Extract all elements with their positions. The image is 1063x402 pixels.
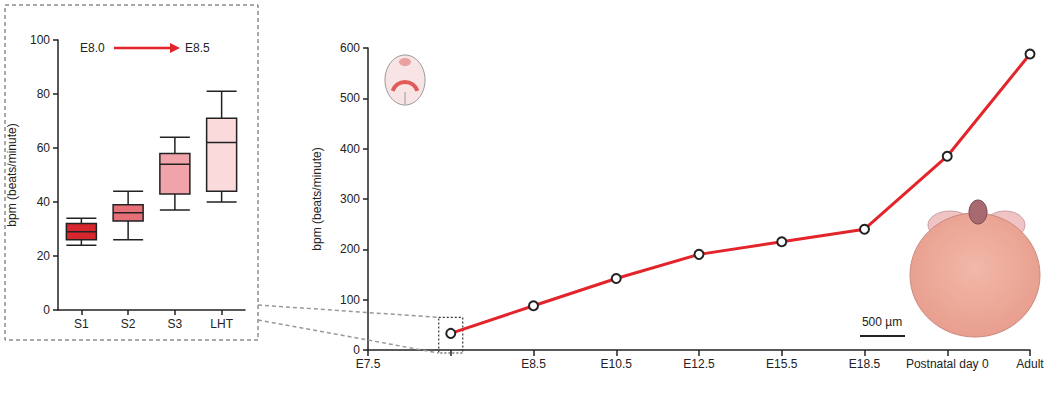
svg-text:500: 500 bbox=[340, 91, 360, 105]
svg-text:bpm (beats/minute): bpm (beats/minute) bbox=[310, 147, 324, 250]
svg-text:bpm (beats/minute): bpm (beats/minute) bbox=[5, 123, 19, 226]
svg-text:S1: S1 bbox=[74, 317, 89, 331]
svg-text:0: 0 bbox=[43, 303, 50, 317]
svg-text:60: 60 bbox=[37, 141, 51, 155]
svg-text:Postnatal day 0: Postnatal day 0 bbox=[906, 357, 989, 371]
svg-text:200: 200 bbox=[340, 242, 360, 256]
svg-text:E12.5: E12.5 bbox=[683, 357, 715, 371]
svg-text:400: 400 bbox=[340, 142, 360, 156]
svg-text:80: 80 bbox=[37, 87, 51, 101]
svg-text:0: 0 bbox=[353, 343, 360, 357]
svg-text:Adult: Adult bbox=[1016, 357, 1044, 371]
svg-text:E7.5: E7.5 bbox=[356, 357, 381, 371]
svg-text:300: 300 bbox=[340, 192, 360, 206]
svg-text:E8.5: E8.5 bbox=[521, 357, 546, 371]
svg-text:E15.5: E15.5 bbox=[766, 357, 798, 371]
svg-text:500 µm: 500 µm bbox=[862, 315, 902, 329]
svg-text:20: 20 bbox=[37, 249, 51, 263]
svg-text:100: 100 bbox=[30, 33, 50, 47]
svg-text:E8.0: E8.0 bbox=[80, 41, 105, 55]
svg-text:S3: S3 bbox=[168, 317, 183, 331]
svg-text:100: 100 bbox=[340, 293, 360, 307]
svg-text:600: 600 bbox=[340, 41, 360, 55]
svg-text:E8.5: E8.5 bbox=[185, 41, 210, 55]
svg-text:LHT: LHT bbox=[210, 317, 233, 331]
svg-text:E18.5: E18.5 bbox=[849, 357, 881, 371]
svg-text:40: 40 bbox=[37, 195, 51, 209]
svg-text:S2: S2 bbox=[121, 317, 136, 331]
svg-text:E10.5: E10.5 bbox=[601, 357, 633, 371]
